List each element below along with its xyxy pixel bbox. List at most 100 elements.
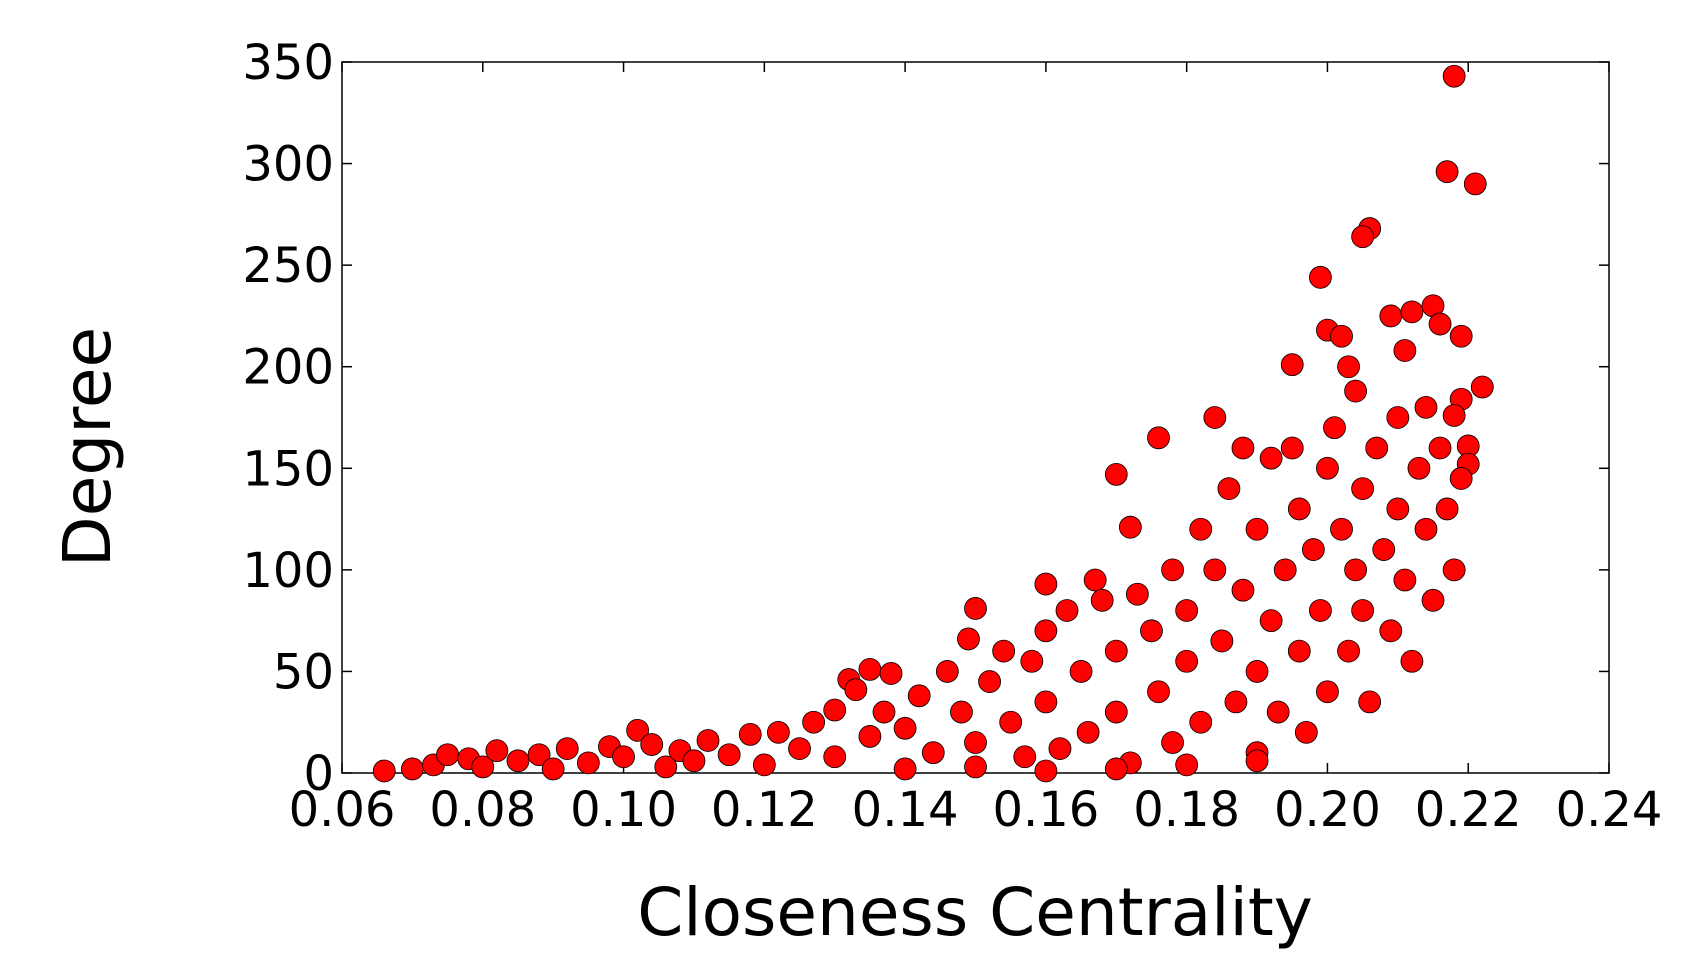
point <box>1428 436 1452 460</box>
point <box>1147 426 1170 450</box>
point <box>436 743 459 767</box>
point <box>738 723 762 746</box>
point <box>1407 456 1431 480</box>
point <box>1161 731 1184 754</box>
point <box>1435 497 1459 521</box>
point <box>1273 558 1297 582</box>
point <box>893 757 917 781</box>
point <box>1323 416 1346 440</box>
point <box>1259 446 1283 470</box>
point <box>788 737 811 761</box>
point <box>1090 588 1114 612</box>
point <box>1245 749 1269 773</box>
x-tick-label: 0.08 <box>429 782 536 838</box>
point <box>802 710 826 734</box>
point <box>1301 538 1325 561</box>
point <box>1393 568 1417 592</box>
point <box>1224 690 1248 714</box>
point <box>1330 517 1353 541</box>
point <box>964 731 987 754</box>
point <box>400 757 424 781</box>
point <box>1161 558 1184 582</box>
point <box>1147 680 1170 704</box>
point <box>950 700 973 724</box>
point <box>858 725 882 748</box>
point <box>1442 404 1466 427</box>
point <box>1104 639 1128 663</box>
point <box>1118 515 1142 539</box>
point <box>893 716 917 740</box>
point <box>1280 436 1304 460</box>
point <box>1104 757 1128 781</box>
x-tick-label: 0.14 <box>852 782 959 838</box>
point <box>654 755 678 779</box>
point <box>1344 379 1367 403</box>
point <box>957 627 980 651</box>
point <box>879 662 903 685</box>
point <box>1351 599 1375 622</box>
point <box>1449 324 1473 348</box>
point <box>823 698 847 722</box>
point <box>1231 436 1255 460</box>
point <box>576 751 600 775</box>
point <box>1231 578 1255 602</box>
y-tick-label: 350 <box>242 35 334 91</box>
point <box>999 710 1023 734</box>
point <box>1344 558 1367 582</box>
point <box>992 639 1016 663</box>
point <box>752 753 776 777</box>
point <box>1104 700 1128 724</box>
point <box>1316 456 1339 480</box>
point <box>1337 639 1360 663</box>
point <box>1048 737 1072 761</box>
point <box>1175 649 1199 673</box>
point <box>1140 619 1163 643</box>
point <box>1386 406 1410 429</box>
point <box>1210 629 1234 653</box>
point <box>1414 517 1438 541</box>
point <box>1203 406 1227 429</box>
point <box>527 743 551 767</box>
point <box>1351 225 1375 249</box>
point <box>1428 312 1452 336</box>
point <box>1189 710 1213 734</box>
point <box>872 700 896 724</box>
point <box>1351 477 1375 501</box>
point <box>1309 265 1332 289</box>
point <box>717 743 741 767</box>
y-tick-label: 0 <box>303 746 334 802</box>
point <box>1034 619 1058 643</box>
point <box>485 739 509 763</box>
point <box>1076 720 1100 744</box>
point <box>844 678 868 702</box>
point <box>964 755 987 779</box>
y-tick-label: 50 <box>273 644 334 700</box>
point <box>1442 64 1466 88</box>
point <box>1266 700 1290 724</box>
point <box>1287 497 1311 521</box>
point <box>858 657 882 681</box>
y-tick-label: 200 <box>242 340 334 396</box>
point <box>1055 599 1079 622</box>
point <box>1175 753 1199 777</box>
point <box>682 749 706 773</box>
point <box>1034 690 1058 714</box>
point <box>1287 639 1311 663</box>
point <box>1337 355 1360 379</box>
point <box>1309 599 1332 622</box>
y-tick-label: 100 <box>242 543 334 599</box>
point <box>471 755 495 779</box>
x-tick-label: 0.22 <box>1415 782 1522 838</box>
point <box>1034 572 1058 596</box>
point <box>1203 558 1227 582</box>
point <box>1294 720 1318 744</box>
point <box>1013 745 1037 769</box>
point <box>1280 353 1304 377</box>
point <box>978 670 1001 693</box>
x-tick-label: 0.12 <box>711 782 818 838</box>
point <box>1449 467 1473 490</box>
point <box>541 757 565 781</box>
point <box>907 684 931 708</box>
